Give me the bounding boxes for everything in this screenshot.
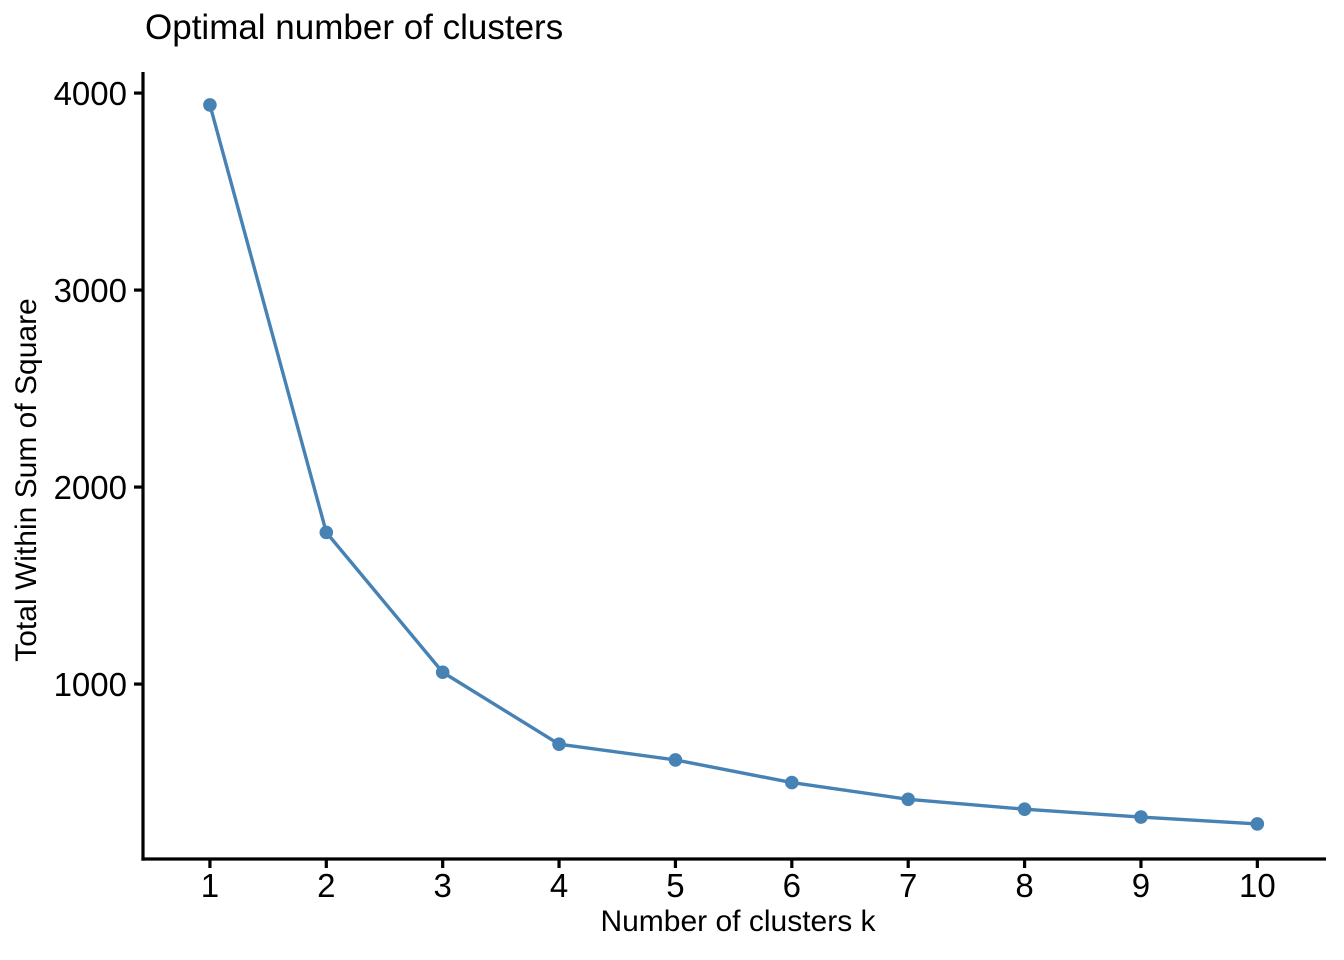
y-tick-label: 4000 <box>54 75 127 112</box>
data-point-k6 <box>785 775 799 790</box>
data-point-k9 <box>1134 810 1148 824</box>
x-tick-label: 10 <box>1239 867 1276 904</box>
x-tick-label: 3 <box>433 867 451 904</box>
data-point-k5 <box>668 753 683 767</box>
data-point-k10 <box>1250 817 1265 831</box>
y-tick-label: 1000 <box>54 666 127 703</box>
data-point-k8 <box>1017 802 1032 816</box>
data-point-k7 <box>901 792 915 807</box>
x-tick-label: 4 <box>550 867 568 904</box>
data-point-k4 <box>552 737 566 751</box>
data-point-k3 <box>435 665 450 680</box>
x-tick-label: 8 <box>1015 867 1033 904</box>
x-tick-label: 1 <box>201 867 219 904</box>
data-point-k2 <box>319 525 334 540</box>
x-tick-label: 5 <box>666 867 684 904</box>
x-tick-label: 2 <box>317 867 335 904</box>
x-tick-label: 9 <box>1132 867 1150 904</box>
x-tick-label: 7 <box>899 867 917 904</box>
data-point-k1 <box>203 98 217 112</box>
y-tick-label: 3000 <box>54 272 127 309</box>
x-tick-label: 6 <box>783 867 801 904</box>
x-axis-title: Number of clusters k <box>600 905 876 938</box>
y-tick-label: 2000 <box>54 469 127 506</box>
wss-line <box>208 104 1258 826</box>
chart-title: Optimal number of clusters <box>145 8 564 47</box>
y-axis-title: Total Within Sum of Square <box>10 298 43 662</box>
